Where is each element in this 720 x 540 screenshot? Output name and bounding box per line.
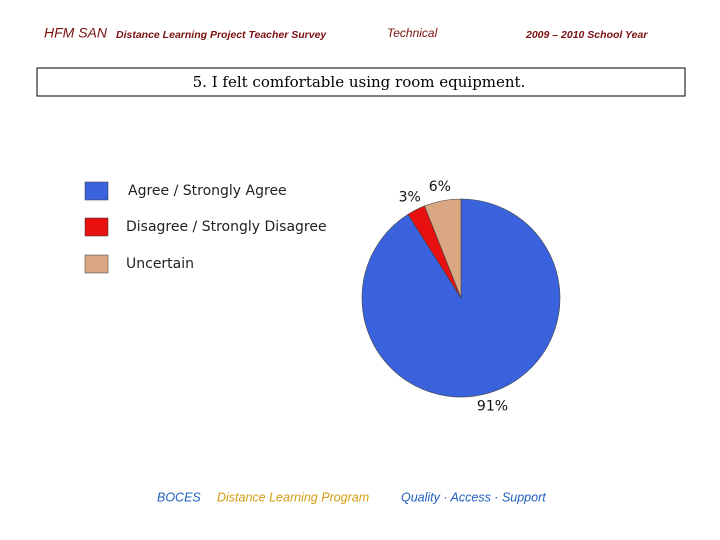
legend-swatch [84, 181, 109, 201]
pie-slice [424, 198, 462, 299]
section: Technical [387, 26, 438, 40]
legend-swatch [84, 254, 109, 274]
legend-label: Disagree / Strongly Disagree [126, 219, 327, 235]
year: 2009 – 2010 School Year [525, 29, 648, 41]
data-label: 91% [477, 398, 508, 414]
footer-motto: Quality · Access · Support [401, 490, 546, 504]
project: Distance Learning Project Teacher Survey [116, 29, 327, 41]
legend-label: Agree / Strongly Agree [128, 183, 287, 199]
data-label: 6% [429, 179, 451, 195]
chart-title: 5. I felt comfortable using room equipme… [193, 73, 526, 91]
legend-label: Uncertain [126, 256, 194, 272]
footer-org: BOCES [157, 490, 201, 504]
footer-program: Distance Learning Program [217, 490, 369, 504]
title-box [36, 67, 686, 97]
brand: HFM SAN [44, 25, 108, 41]
data-label: 3% [399, 189, 421, 205]
legend-swatch [84, 217, 109, 237]
